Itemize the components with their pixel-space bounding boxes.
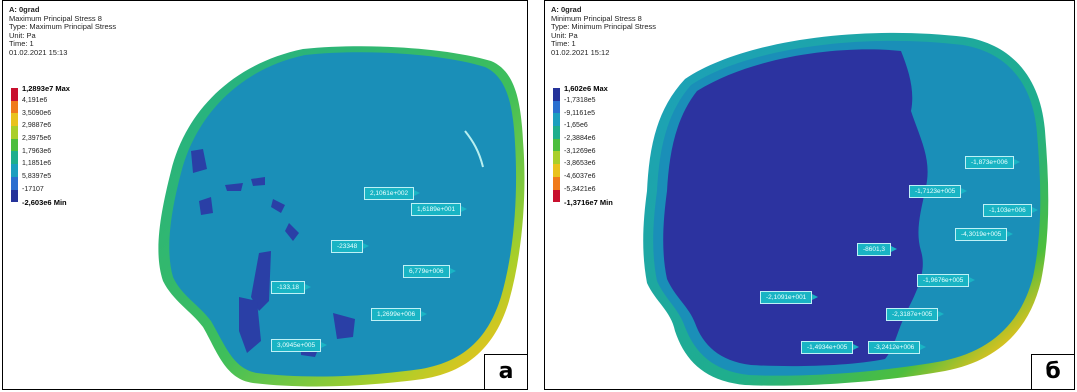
legend-min-label: -2,603e6 Min [22, 198, 67, 207]
probe-label: 1,2699e+006 [371, 308, 428, 321]
legend-swatch [553, 126, 560, 139]
low-stress-zone [239, 297, 261, 353]
low-stress-zone [285, 223, 299, 241]
legend-label: 1,1851e6 [22, 160, 52, 167]
result-date: 01.02.2021 15:12 [551, 47, 610, 57]
probe-label: -2,1091e+001 [760, 291, 819, 304]
stress-contour-model [158, 46, 525, 387]
crack-line [464, 130, 484, 168]
panel-b: A: 0grad Minimum Principal Stress 8 Type… [544, 0, 1075, 390]
probe-label: 1,6189e+001 [411, 203, 468, 216]
legend-swatch [553, 189, 560, 203]
legend-label: 2,9887e6 [22, 122, 52, 129]
legend-swatch [11, 138, 18, 152]
legend-swatch [11, 151, 18, 165]
legend-swatch [11, 88, 18, 101]
low-stress-zones [191, 149, 355, 357]
probe-label: -8601,3 [857, 243, 898, 256]
model-title: A: 0grad [551, 5, 582, 14]
legend-colorbar [11, 88, 18, 203]
legend-label: -1,65e6 [564, 122, 588, 129]
low-stress-zone [251, 177, 265, 186]
result-type: Type: Maximum Principal Stress [9, 22, 117, 32]
legend-colorbar [553, 88, 560, 203]
result-time: Time: 1 [9, 39, 34, 49]
legend-swatch [553, 113, 560, 127]
result-unit: Unit: Pa [551, 30, 578, 40]
result-unit: Unit: Pa [9, 30, 36, 40]
legend-label: -2,3884e6 [564, 135, 596, 142]
probe-label: 3,0945e+005 [271, 339, 328, 352]
probe-label: -4,3019e+005 [955, 228, 1014, 241]
legend-min-label: -1,3716e7 Min [564, 198, 613, 207]
legend-swatch [553, 88, 560, 101]
legend-swatch [553, 164, 560, 177]
probe-label: -133,18 [271, 281, 312, 294]
probe-label: 2,1061e+002 [364, 187, 421, 200]
legend-swatch [553, 138, 560, 152]
result-header: A: 0grad Maximum Principal Stress 8 Type… [9, 5, 117, 58]
legend-max-label: 1,2893e7 Max [22, 84, 70, 93]
legend-swatch [11, 126, 18, 139]
panel-letter-b: б [1031, 354, 1074, 389]
legend-swatch [11, 189, 18, 203]
low-stress-zone [251, 251, 271, 311]
legend-label: -3,8653e6 [564, 160, 596, 167]
result-type: Type: Minimum Principal Stress [551, 22, 657, 32]
panel-letter-a: а [484, 354, 527, 389]
low-stress-zone [333, 313, 355, 339]
model-body-lowstress [663, 49, 928, 367]
legend-swatch [11, 113, 18, 127]
result-header: A: 0grad Minimum Principal Stress 8 Type… [551, 5, 657, 58]
legend-swatch [11, 176, 18, 190]
low-stress-zone [271, 199, 285, 213]
legend-label: -17107 [22, 185, 44, 193]
legend-swatch [11, 100, 18, 114]
legend-label: 4,191e6 [22, 97, 48, 104]
panel-a: A: 0grad Maximum Principal Stress 8 Type… [2, 0, 528, 390]
result-name: Minimum Principal Stress 8 [551, 13, 642, 23]
model-title: A: 0grad [9, 5, 40, 14]
stress-contour-model [643, 32, 1049, 386]
legend-max-label: 1,602e6 Max [564, 84, 608, 93]
legend-label: -3,1269e6 [564, 147, 596, 155]
legend-swatch [553, 176, 560, 190]
probe-label: -23348 [331, 240, 370, 253]
legend-label: -1,7318e5 [564, 97, 596, 104]
probe-label: -1,7123e+005 [909, 185, 968, 198]
legend-swatch [553, 100, 560, 114]
probe-label: -1,4934e+005 [801, 341, 860, 354]
legend-label: 5,8397e5 [22, 173, 52, 180]
result-date: 01.02.2021 15:13 [9, 47, 68, 57]
legend-swatch [553, 151, 560, 165]
probe-label: -1,873e+006 [965, 156, 1020, 169]
low-stress-zone [199, 197, 213, 215]
probe-label: -1,103e+006 [983, 204, 1038, 217]
legend-label: 2,3975e6 [22, 135, 52, 142]
probe-label: -3,2412e+006 [868, 341, 927, 354]
probe-label: -2,3187e+005 [886, 308, 945, 321]
legend-label: -9,1161e5 [564, 109, 596, 117]
low-stress-zone [191, 149, 207, 173]
legend-label: -5,3421e6 [564, 185, 596, 193]
result-name: Maximum Principal Stress 8 [9, 13, 102, 23]
result-time: Time: 1 [551, 39, 576, 49]
low-stress-zone [225, 183, 243, 191]
legend-label: 1,7963e6 [22, 147, 52, 155]
legend-label: -4,6037e6 [564, 173, 596, 180]
legend-label: 3,5090e6 [22, 109, 52, 117]
probe-label: 6,779e+006 [403, 265, 456, 278]
legend-swatch [11, 164, 18, 177]
probe-label: -1,9676e+005 [917, 274, 976, 287]
